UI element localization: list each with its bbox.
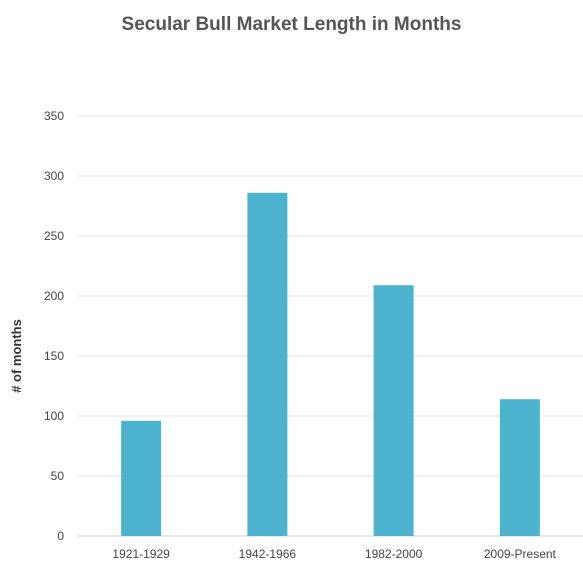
y-tick-label: 150 [44, 349, 64, 363]
x-tick-label: 1921-1929 [112, 547, 170, 561]
y-axis-ticks: 0 50 100 150 200 250 300 350 [44, 109, 64, 543]
gridlines [78, 115, 583, 537]
y-tick-label: 250 [44, 229, 64, 243]
bars [121, 192, 540, 537]
bar-1942-1966 [247, 192, 288, 537]
chart-title: Secular Bull Market Length in Months [121, 14, 462, 35]
x-axis-ticks: 1921-1929 1942-1966 1982-2000 2009-Present [112, 547, 556, 561]
y-tick-label: 350 [44, 109, 64, 123]
bar-2009-Present [499, 399, 540, 536]
y-tick-label: 300 [44, 169, 64, 183]
y-tick-label: 200 [44, 289, 64, 303]
x-tick-label: 1982-2000 [365, 547, 423, 561]
y-tick-label: 100 [44, 409, 64, 423]
x-tick-label: 1942-1966 [239, 547, 297, 561]
bar-1982-2000 [373, 285, 414, 536]
bar-1921-1929 [121, 420, 162, 536]
y-tick-label: 0 [57, 529, 64, 543]
y-tick-label: 50 [51, 469, 65, 483]
y-axis-label: # of months [9, 319, 24, 393]
x-tick-label: 2009-Present [484, 547, 557, 561]
